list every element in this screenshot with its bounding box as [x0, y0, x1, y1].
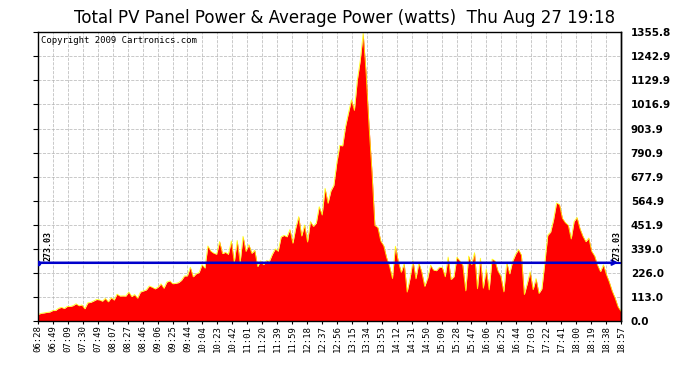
Text: Total PV Panel Power & Average Power (watts)  Thu Aug 27 19:18: Total PV Panel Power & Average Power (wa… — [75, 9, 615, 27]
Text: Copyright 2009 Cartronics.com: Copyright 2009 Cartronics.com — [41, 36, 197, 45]
Text: 273.03: 273.03 — [43, 231, 53, 261]
Text: 273.03: 273.03 — [612, 231, 621, 261]
